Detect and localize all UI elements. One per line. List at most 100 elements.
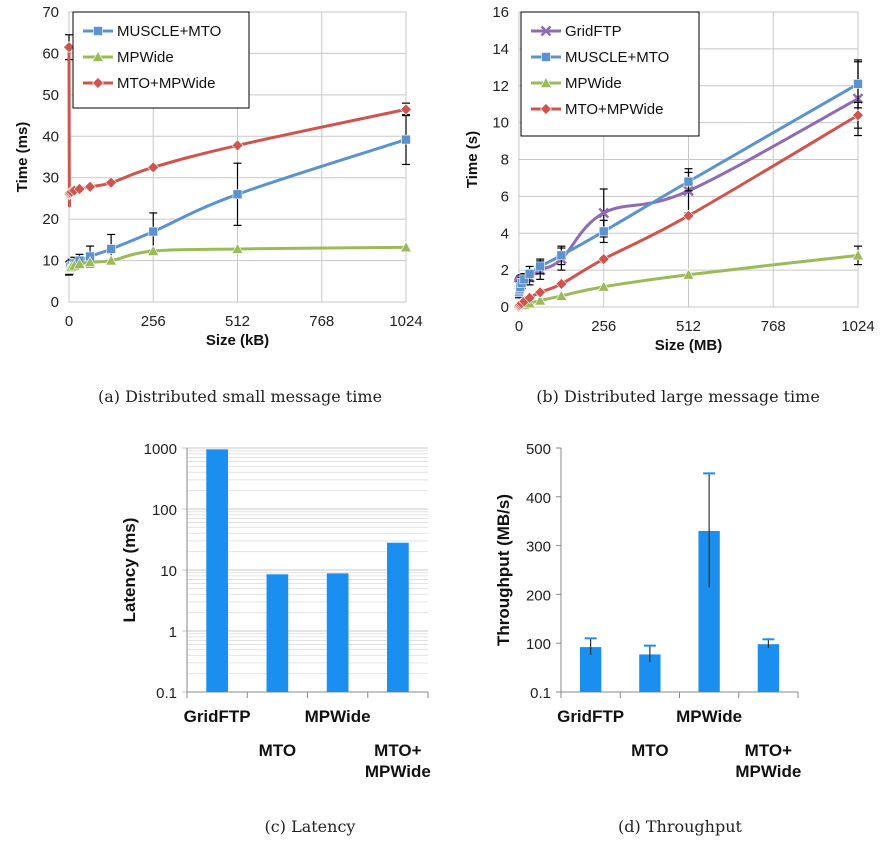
data-point [853, 79, 863, 89]
bar-mpwide [326, 573, 349, 692]
data-point [852, 109, 864, 122]
data-point [106, 244, 116, 254]
y-tick-label: 10 [492, 115, 509, 132]
data-point [148, 226, 159, 237]
data-point [231, 242, 244, 254]
data-point [84, 180, 96, 193]
figure-caption: (a) Distributed small message time [98, 387, 382, 406]
data-point [556, 250, 567, 261]
data-point [555, 278, 568, 290]
x-axis-label: Size (kB) [206, 332, 269, 349]
data-point [401, 134, 411, 145]
legend-marker [540, 103, 552, 115]
data-point [147, 161, 160, 174]
data-point [73, 182, 86, 195]
data-point [682, 209, 695, 222]
x-tick-label: 768 [761, 318, 786, 335]
data-point [851, 249, 865, 261]
category-label: MPWide [676, 707, 742, 726]
chart-c: 0.1 1 10 100 1000 GridFTP MTO MPWide MTO+ MPWide L… [120, 441, 431, 836]
error-bar [584, 637, 597, 657]
y-tick-label: 12 [492, 78, 509, 95]
chart-b: 0 2 4 6 8 10 12 14 16 0 256 512 768 1024 Size (MB) Time… [464, 4, 875, 406]
bar-mto-mpwide [757, 644, 780, 692]
series-mto-mpwide [63, 34, 412, 208]
series-mpwide [62, 241, 413, 274]
data-point [231, 139, 244, 152]
category-label: MTO [259, 741, 296, 760]
y-tick-label: 60 [42, 45, 59, 62]
data-point [73, 257, 86, 269]
legend-marker [539, 76, 553, 88]
category-label: GridFTP [557, 707, 624, 726]
legend-entry: MUSCLE+MTO [565, 49, 669, 66]
legend-entry: MTO+MPWide [565, 101, 664, 118]
y-tick-label: 200 [526, 587, 551, 604]
x-tick-label: 768 [309, 313, 334, 330]
data-point [535, 261, 545, 272]
y-tick-label: 300 [526, 539, 551, 556]
y-tick-label: 0.1 [156, 685, 177, 702]
y-tick-label: 0.1 [530, 685, 551, 702]
category-label: GridFTP [184, 707, 251, 726]
data-point [519, 274, 530, 285]
y-tick-label: 40 [42, 128, 59, 145]
y-tick-label: 70 [42, 4, 59, 21]
y-tick-label: 14 [492, 41, 509, 58]
bar-gridftp [579, 647, 602, 692]
data-point [683, 176, 694, 187]
x-tick-label: 0 [65, 313, 73, 330]
x-tick-label: 1024 [841, 318, 874, 335]
legend-marker [93, 26, 103, 36]
data-point [555, 289, 568, 301]
category-label: MTO+ MPWide [365, 741, 431, 781]
category-label: MPWide [305, 707, 371, 726]
data-point [524, 269, 535, 279]
data-point [682, 268, 695, 280]
data-point [105, 254, 118, 266]
bar-mto [266, 574, 289, 692]
series-muscle-mto [514, 59, 863, 299]
y-tick-label: 50 [42, 87, 59, 104]
bar-gridftp [206, 449, 228, 692]
legend-entry: MPWide [117, 49, 174, 66]
figure-caption: (b) Distributed large message time [536, 387, 820, 406]
legend-marker [91, 50, 105, 62]
figure-caption: (d) Throughput [618, 817, 742, 836]
x-tick-label: 0 [515, 318, 523, 335]
data-point [598, 226, 609, 237]
x-tick-label: 512 [676, 318, 701, 335]
legend-marker [541, 52, 551, 62]
y-tick-label: 100 [526, 636, 551, 653]
x-tick-label: 1024 [389, 313, 422, 330]
legend: MUSCLE+MTO MPWide MTO+MPWide [72, 11, 250, 109]
y-tick-label: 8 [501, 152, 509, 169]
legend-frame [520, 11, 700, 137]
y-tick-label: 1000 [144, 441, 177, 458]
y-tick-label: 10 [160, 563, 177, 580]
x-tick-label: 256 [591, 318, 616, 335]
error-bar [703, 472, 716, 590]
y-tick-label: 16 [492, 4, 509, 21]
legend-entry: MTO+MPWide [117, 75, 216, 92]
error-bar [762, 638, 775, 651]
error-bar [643, 644, 656, 665]
data-point [598, 207, 610, 219]
y-tick-label: 400 [526, 490, 551, 507]
legend-entry: MUSCLE+MTO [117, 23, 221, 40]
chart-d: 0.1 100 200 300 400 500 GridFTP MTO MPWide MTO+ MP… [494, 441, 801, 836]
data-point [147, 244, 160, 256]
y-tick-label: 30 [42, 170, 59, 187]
legend-entry: GridFTP [565, 23, 622, 40]
legend-marker [540, 25, 552, 37]
bar-mpwide [698, 530, 720, 692]
data-point [400, 103, 412, 116]
y-tick-label: 10 [42, 253, 59, 270]
x-axis-label: Size (MB) [655, 337, 723, 354]
data-point [523, 291, 536, 304]
legend-marker [92, 77, 104, 89]
y-tick-label: 4 [501, 225, 509, 242]
y-axis-label: Time (s) [464, 131, 481, 188]
data-point [597, 253, 610, 265]
